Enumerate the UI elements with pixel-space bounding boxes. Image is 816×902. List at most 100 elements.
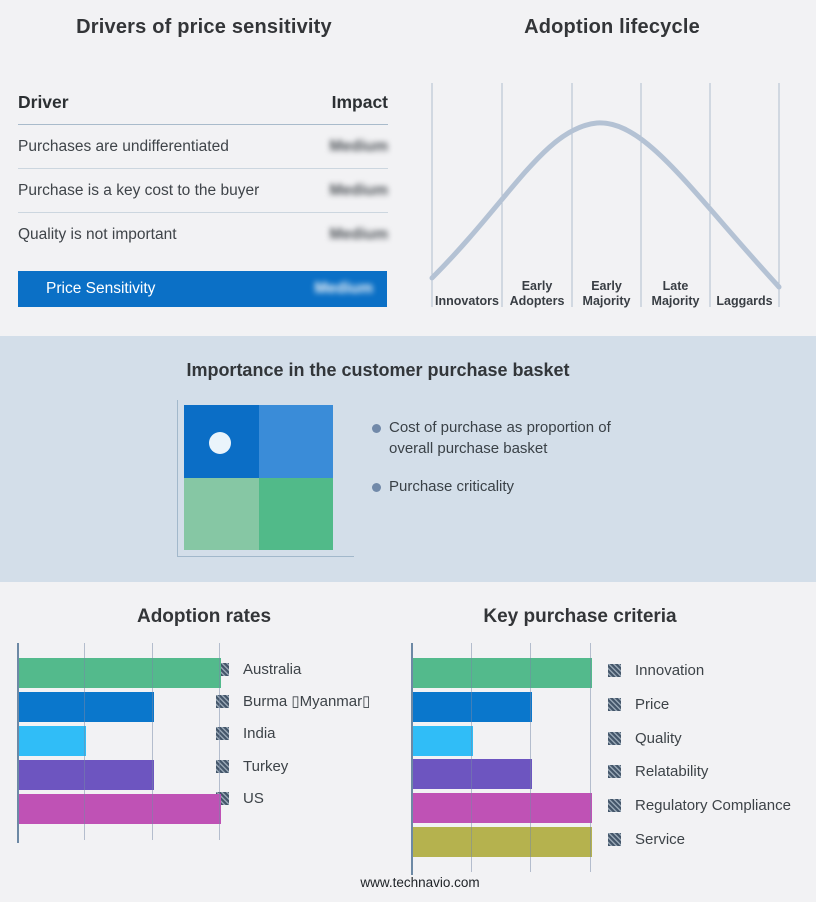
chart-legend: Innovation Price Quality Relatability Regula… [608,654,791,856]
bar-plot-area [17,643,221,843]
bar-relatability [413,759,533,790]
impact-column-header: Impact [331,92,388,112]
legend-label: Innovation [635,662,705,680]
legend-label: US [243,789,264,807]
legend-item-turkey: Turkey [216,750,370,782]
stage-label-line: Innovators [435,294,499,308]
list-item: Purchase criticality [372,477,647,498]
legend-hatch-icon [216,694,229,708]
price-sensitivity-impact-value: Medium [314,280,373,297]
stage-label-line: Early [591,279,622,293]
stage-label-laggards: Laggards [709,294,781,309]
impact-cell: Medium [329,137,388,155]
drivers-panel-title: Drivers of price sensitivity [76,16,332,38]
legend-label: Regulatory Compliance [635,797,791,815]
bar-us [19,794,221,824]
driver-cell: Quality is not important [18,225,177,243]
key-purchase-criteria-title: Key purchase criteria [483,606,677,627]
legend-label: Burma ▯Myanmar▯ [243,693,371,711]
legend-item-price: Price [608,688,791,722]
key-purchase-criteria-chart: Key purchase criteria Innovation Price Qua… [400,600,816,902]
legend-hatch-icon [608,799,621,813]
legend-hatch-icon [608,731,621,745]
stage-label-early-majority: Early Majority [571,279,643,309]
stage-label-line: Adopters [509,294,565,308]
stage-label-late-majority: Late Majority [640,279,712,309]
drivers-table: Driver Impact Purchases are undifferenti… [18,92,388,256]
lifecycle-curve-svg [429,83,782,307]
legend-item-service: Service [608,822,791,856]
quadrant-bottom-right [258,477,333,550]
legend-item-us: US [216,782,370,814]
adoption-rates-title: Adoption rates [136,606,272,627]
driver-cell: Purchases are undifferentiated [18,137,229,155]
legend-hatch-icon [216,759,229,773]
quadrant-top-right [258,405,333,478]
legend-item-quality: Quality [608,721,791,755]
bar-price [413,691,533,722]
table-row: Purchase is a key cost to the buyer Mediu… [18,169,388,213]
legend-item-india: India [216,718,370,750]
legend-hatch-icon [608,664,621,678]
quadrant-top-left [184,405,259,478]
legend-item-australia: Australia [216,653,370,685]
legend-item-innovation: Innovation [608,654,791,688]
bullet-icon [372,424,381,433]
gridline [530,643,532,872]
legend-label: Quality [635,729,682,747]
driver-column-header: Driver [18,92,69,112]
adoption-rates-chart: Adoption rates Australia Burma ▯Myanmar▯ I… [0,600,400,902]
stage-label-line: Laggards [716,294,773,308]
quadrant-grid [184,405,333,550]
table-row: Purchases are undifferentiated Medium [18,125,388,169]
bar-service [413,827,592,857]
price-sensitivity-bar: Price Sensitivity Medium [18,271,387,307]
bar-india [19,726,87,756]
chart-legend: Australia Burma ▯Myanmar▯ India Turkey US [216,653,370,814]
gridline [590,643,591,872]
bullet-text: Cost of purchase as proportion of overal… [389,419,611,457]
quadrant-bottom-left [184,477,259,550]
impact-cell: Medium [329,181,388,199]
stage-label-innovators: Innovators [431,294,503,309]
driver-cell: Purchase is a key cost to the buyer [18,181,260,199]
position-marker-dot [209,432,231,454]
legend-label: Relatability [635,763,709,781]
gridline [470,643,472,872]
bell-curve [429,120,782,290]
legend-hatch-icon [608,832,621,846]
stage-label-line: Late [662,279,689,293]
legend-hatch-icon [608,765,621,779]
stage-label-line: Early [521,279,553,293]
legend-item-burma-myanmar: Burma ▯Myanmar▯ [216,685,370,717]
drivers-table-header: Driver Impact [18,92,388,125]
stage-label-early-adopters: Early Adopters [501,279,573,309]
legend-label: Price [635,696,670,714]
impact-cell: Medium [329,225,388,243]
drivers-table-body: Purchases are undifferentiated Medium Purc… [18,125,388,256]
legend-label: Service [635,830,686,848]
bar-turkey [19,760,154,790]
lifecycle-panel-title: Adoption lifecycle [524,16,700,38]
price-sensitivity-label: Price Sensitivity [46,280,156,297]
y-axis-line [411,643,413,875]
bar-innovation [413,658,592,688]
footer-link[interactable]: www.technavio.com [360,875,480,890]
gridline [219,643,220,840]
legend-label: Turkey [243,757,289,775]
legend-item-regulatory-compliance: Regulatory Compliance [608,789,791,823]
gridline [151,643,153,840]
bar-quality [413,725,473,756]
legend-hatch-icon [216,727,229,741]
bar-australia [19,658,221,688]
bullet-text: Purchase criticality [389,478,515,495]
gridline [84,643,86,840]
quadrant-frame [177,400,354,557]
bullet-icon [372,483,381,492]
basket-panel-title: Importance in the customer purchase bask… [186,360,570,380]
bar-burma-myanmar [19,692,154,722]
legend-item-relatability: Relatability [608,755,791,789]
legend-hatch-icon [608,698,621,712]
basket-panel: Importance in the customer purchase bask… [0,336,816,582]
